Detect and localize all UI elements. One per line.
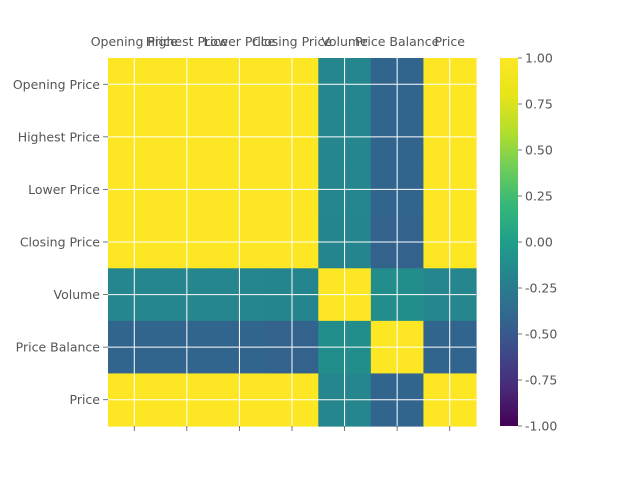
colorbar: -1.00 -0.75 -0.50 -0.25 0.00 0.25 0.50 0.75 1.00	[500, 51, 557, 434]
y-tick-label: Opening Price	[13, 77, 100, 92]
heatmap-grid	[108, 58, 476, 426]
x-tick-label: Price Balance	[355, 34, 440, 49]
y-tick-label: Volume	[54, 287, 101, 302]
y-tick-label: Lower Price	[28, 182, 100, 197]
colorbar-tick-label: 0.00	[525, 235, 553, 250]
colorbar-tick-label: 0.50	[525, 143, 553, 158]
colorbar-tick-label: 0.25	[525, 189, 553, 204]
x-tick-label: Highest Price	[146, 34, 229, 49]
colorbar-tick-label: -0.25	[525, 281, 557, 296]
y-axis-ticks: Opening Price Highest Price Lower Price Clo…	[13, 77, 108, 407]
colorbar-tick-label: -0.50	[525, 327, 557, 342]
colorbar-gradient	[500, 58, 518, 426]
y-tick-label: Price	[70, 392, 101, 407]
x-tick-label: Closing Price	[252, 34, 332, 49]
x-tick-label: Opening Price	[91, 34, 178, 49]
y-tick-label: Price Balance	[16, 340, 101, 355]
x-tick-label: Volume	[321, 34, 368, 49]
x-tick-label: Price	[434, 34, 465, 49]
colorbar-tick-label: -1.00	[525, 419, 557, 434]
y-tick-label: Closing Price	[20, 235, 100, 250]
x-tick-label: Lower Price	[203, 34, 275, 49]
colorbar-tick-label: 1.00	[525, 51, 553, 66]
colorbar-tick-label: 0.75	[525, 97, 553, 112]
colorbar-tick-label: -0.75	[525, 373, 557, 388]
y-tick-label: Highest Price	[18, 129, 101, 144]
